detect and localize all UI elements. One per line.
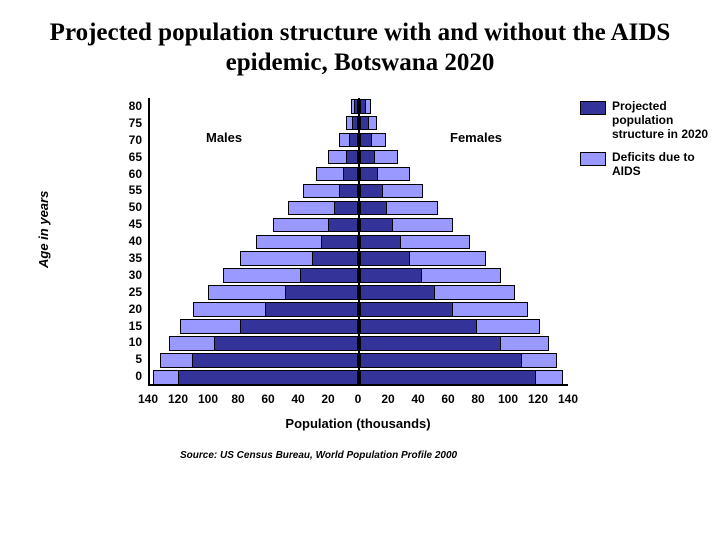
y-tick: 75	[116, 115, 142, 132]
female-projected-bar	[360, 167, 378, 182]
x-tick: 0	[355, 392, 362, 406]
female-projected-bar	[360, 285, 435, 300]
female-projected-bar	[360, 251, 410, 266]
female-projected-bar	[360, 302, 453, 317]
pyramid-row	[150, 250, 568, 267]
x-tick: 60	[441, 392, 454, 406]
y-tick: 10	[116, 334, 142, 351]
legend-item-projected: Projected population structure in 2020	[580, 100, 720, 141]
source-text: Source: US Census Bureau, World Populati…	[180, 450, 457, 461]
male-projected-bar	[178, 370, 358, 385]
female-projected-bar	[360, 116, 369, 131]
female-projected-bar	[360, 201, 387, 216]
y-tick: 70	[116, 132, 142, 149]
y-tick: 55	[116, 182, 142, 199]
pyramid-row	[150, 234, 568, 251]
y-tick: 50	[116, 199, 142, 216]
male-projected-bar	[346, 150, 358, 165]
legend-label-projected: Projected population structure in 2020	[612, 100, 720, 141]
female-projected-bar	[360, 370, 536, 385]
males-label: Males	[206, 130, 242, 145]
y-tick: 25	[116, 284, 142, 301]
x-tick: 20	[381, 392, 394, 406]
y-tick: 30	[116, 267, 142, 284]
pyramid-row	[150, 352, 568, 369]
male-projected-bar	[300, 268, 359, 283]
female-projected-bar	[360, 319, 477, 334]
y-tick: 40	[116, 233, 142, 250]
male-projected-bar	[265, 302, 358, 317]
pyramid-chart: Age in years 807570656055504540353025201…	[30, 98, 590, 458]
pyramid-row	[150, 318, 568, 335]
male-projected-bar	[285, 285, 359, 300]
y-tick: 35	[116, 250, 142, 267]
y-tick: 80	[116, 98, 142, 115]
male-projected-bar	[354, 99, 359, 114]
female-projected-bar	[360, 99, 366, 114]
female-projected-bar	[360, 268, 422, 283]
male-projected-bar	[334, 201, 358, 216]
chart-title: Projected population structure with and …	[0, 0, 720, 83]
male-projected-bar	[352, 116, 358, 131]
legend-swatch-deficit	[580, 152, 606, 166]
male-projected-bar	[312, 251, 359, 266]
plot-area: Males Females	[148, 98, 568, 386]
x-tick: 100	[498, 392, 518, 406]
male-projected-bar	[339, 184, 359, 199]
females-label: Females	[450, 130, 502, 145]
y-tick: 45	[116, 216, 142, 233]
legend-label-deficit: Deficits due to AIDS	[612, 151, 720, 179]
pyramid-row	[150, 217, 568, 234]
x-axis-ticks: 14012010080604020020406080100120140	[148, 392, 568, 406]
x-tick: 20	[321, 392, 334, 406]
female-projected-bar	[360, 150, 375, 165]
x-tick: 80	[471, 392, 484, 406]
pyramid-row	[150, 200, 568, 217]
x-tick: 120	[168, 392, 188, 406]
pyramid-row	[150, 149, 568, 166]
pyramid-row	[150, 183, 568, 200]
y-tick: 5	[116, 351, 142, 368]
female-projected-bar	[360, 235, 401, 250]
male-projected-bar	[214, 336, 358, 351]
x-tick: 120	[528, 392, 548, 406]
x-tick: 40	[291, 392, 304, 406]
legend-swatch-projected	[580, 101, 606, 115]
legend: Projected population structure in 2020 D…	[580, 100, 720, 189]
male-projected-bar	[321, 235, 359, 250]
x-axis-label: Population (thousands)	[148, 416, 568, 431]
x-tick: 80	[231, 392, 244, 406]
female-projected-bar	[360, 218, 393, 233]
x-tick: 60	[261, 392, 274, 406]
female-projected-bar	[360, 133, 372, 148]
legend-item-deficit: Deficits due to AIDS	[580, 151, 720, 179]
pyramid-row	[150, 166, 568, 183]
y-tick: 65	[116, 149, 142, 166]
male-projected-bar	[240, 319, 359, 334]
male-projected-bar	[192, 353, 359, 368]
y-axis-ticks: 80757065605550454035302520151050	[116, 98, 142, 385]
x-tick: 100	[198, 392, 218, 406]
pyramid-row	[150, 301, 568, 318]
x-tick: 140	[558, 392, 578, 406]
pyramid-row	[150, 369, 568, 386]
x-tick: 40	[411, 392, 424, 406]
female-projected-bar	[360, 353, 522, 368]
pyramid-row	[150, 267, 568, 284]
pyramid-row	[150, 98, 568, 115]
x-tick: 140	[138, 392, 158, 406]
male-projected-bar	[343, 167, 358, 182]
y-axis-label: Age in years	[36, 191, 51, 268]
pyramid-row	[150, 284, 568, 301]
y-tick: 0	[116, 368, 142, 385]
male-projected-bar	[328, 218, 358, 233]
y-tick: 15	[116, 318, 142, 335]
pyramid-row	[150, 335, 568, 352]
female-projected-bar	[360, 184, 383, 199]
y-tick: 60	[116, 166, 142, 183]
female-projected-bar	[360, 336, 501, 351]
male-projected-bar	[349, 133, 358, 148]
y-tick: 20	[116, 301, 142, 318]
